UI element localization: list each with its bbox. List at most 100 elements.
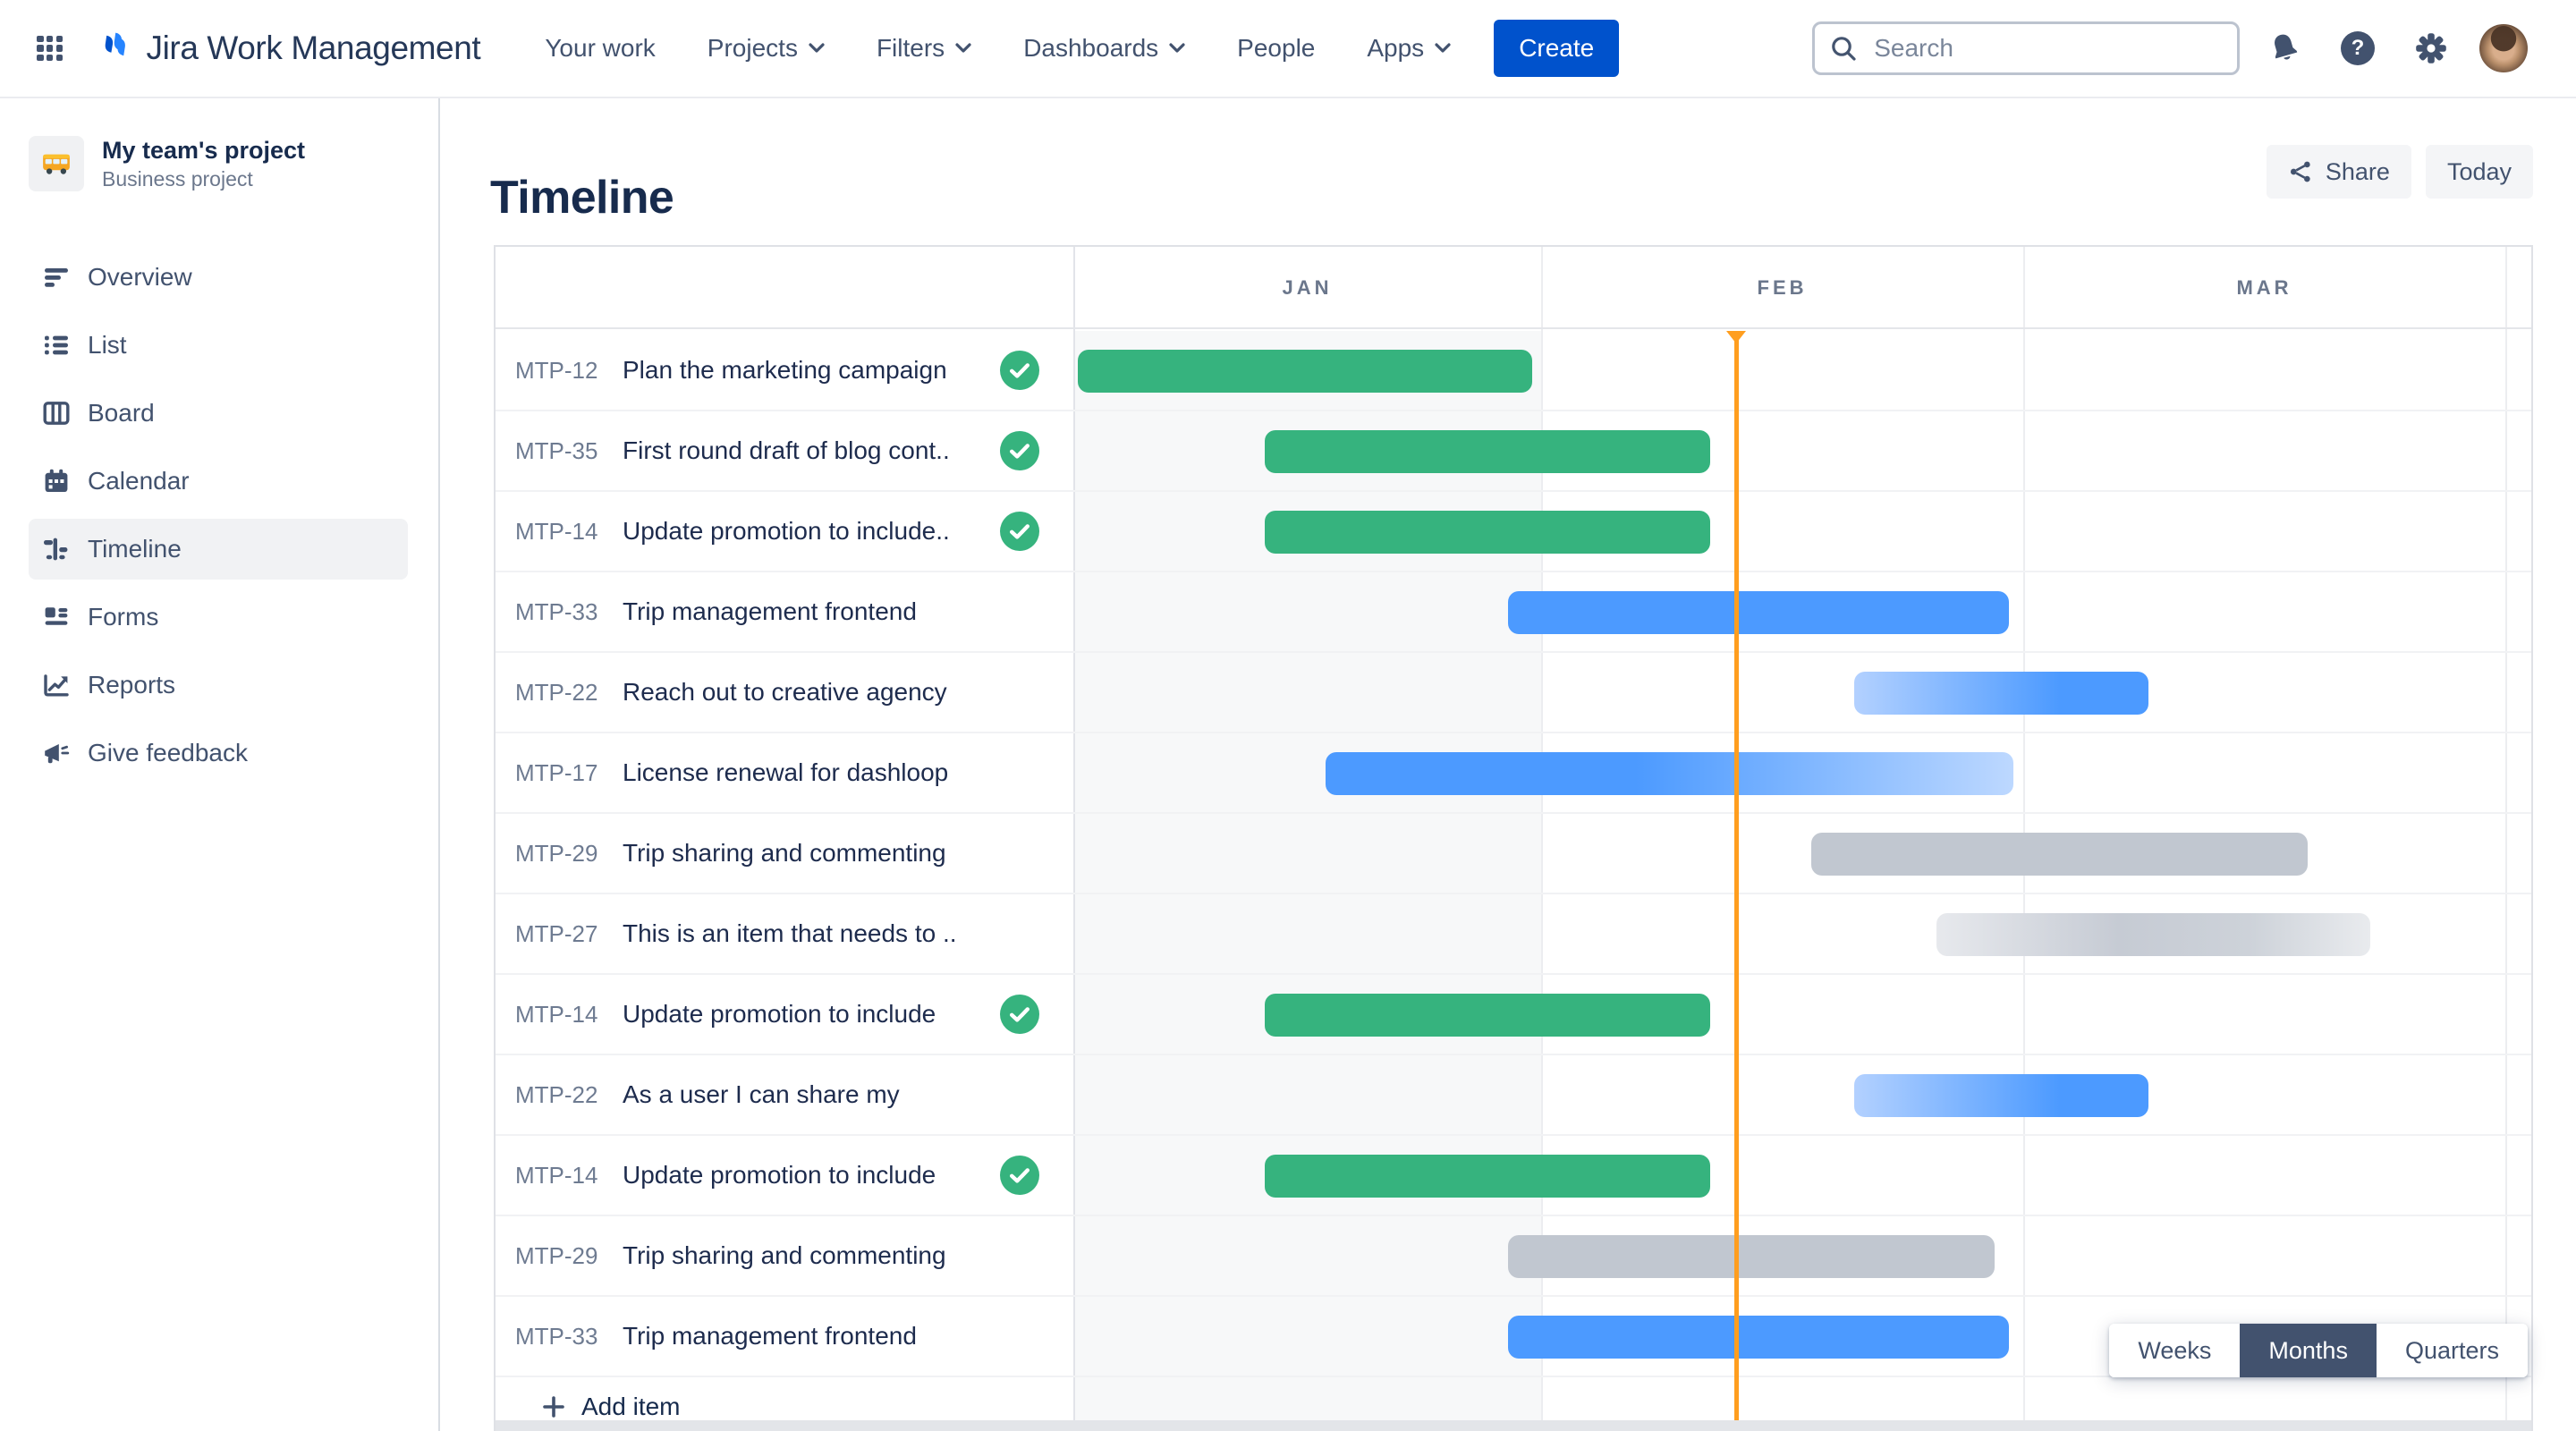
gantt-row-mtp-33-trip-management-frontend[interactable]: MTP-33 Trip management frontend bbox=[496, 572, 2531, 653]
primary-nav: Your work Projects Filters Dashboards People… bbox=[545, 34, 1451, 63]
gantt-row-mtp-14-update-promotion-to-include[interactable]: MTP-14 Update promotion to include.. bbox=[496, 492, 2531, 572]
done-check-icon bbox=[1000, 431, 1039, 470]
jira-logo-icon bbox=[97, 30, 134, 67]
header-actions: Share Today bbox=[2266, 145, 2533, 199]
calendar-icon bbox=[41, 466, 72, 496]
sidebar-item-timeline[interactable]: Timeline bbox=[29, 519, 408, 580]
zoom-option-months[interactable]: Months bbox=[2240, 1324, 2377, 1377]
timeline-zoom-toggle: Weeks Months Quarters bbox=[2109, 1324, 2528, 1377]
app-switcher-icon[interactable] bbox=[27, 25, 73, 72]
issue-title: Trip sharing and commenting bbox=[623, 839, 946, 867]
overview-icon bbox=[41, 262, 72, 292]
help-icon[interactable]: ? bbox=[2334, 25, 2381, 72]
project-header[interactable]: My team's project Business project bbox=[29, 136, 438, 191]
add-item-button[interactable]: Add item bbox=[542, 1393, 681, 1421]
search-input[interactable] bbox=[1870, 32, 2223, 64]
gantt-bar-mtp-29[interactable] bbox=[1810, 833, 2308, 876]
issue-key: MTP-22 bbox=[515, 679, 598, 706]
gantt-row-mtp-12-plan-the-marketing-campaign[interactable]: MTP-12 Plan the marketing campaign bbox=[496, 331, 2531, 411]
gantt-row-mtp-14-update-promotion-to-include[interactable]: MTP-14 Update promotion to include bbox=[496, 1136, 2531, 1216]
today-marker-arrow bbox=[1726, 331, 1746, 343]
gantt-row-mtp-17-license-renewal-for-dashloop[interactable]: MTP-17 License renewal for dashloop bbox=[496, 733, 2531, 814]
product-name: Jira Work Management bbox=[146, 30, 481, 66]
gantt-bar-mtp-29[interactable] bbox=[1508, 1235, 1995, 1278]
issue-key: MTP-14 bbox=[515, 1162, 598, 1189]
nav-item-your-work[interactable]: Your work bbox=[545, 34, 656, 62]
user-avatar[interactable] bbox=[2479, 24, 2528, 72]
gantt-bar-mtp-17[interactable] bbox=[1326, 752, 2014, 795]
settings-gear-icon[interactable] bbox=[2408, 25, 2454, 72]
issue-key: MTP-29 bbox=[515, 1242, 598, 1269]
gantt-row-mtp-22-reach-out-to-creative-agency[interactable]: MTP-22 Reach out to creative agency bbox=[496, 653, 2531, 733]
issue-title: Reach out to creative agency bbox=[623, 678, 947, 706]
chevron-down-icon bbox=[809, 43, 825, 54]
gantt-row-mtp-29-trip-sharing-and-commenting[interactable]: MTP-29 Trip sharing and commenting bbox=[496, 814, 2531, 894]
gantt-bar-mtp-14[interactable] bbox=[1265, 994, 1710, 1037]
chevron-down-icon bbox=[1435, 43, 1451, 54]
issue-key: MTP-35 bbox=[515, 437, 598, 464]
gantt-bar-mtp-22[interactable] bbox=[1854, 1074, 2149, 1117]
issue-key: MTP-33 bbox=[515, 598, 598, 625]
gantt-bar-mtp-14[interactable] bbox=[1265, 1155, 1710, 1198]
zoom-option-quarters[interactable]: Quarters bbox=[2376, 1324, 2528, 1377]
search-box[interactable] bbox=[1812, 21, 2240, 75]
gantt-bar-mtp-35[interactable] bbox=[1265, 430, 1710, 473]
gantt-bar-mtp-33[interactable] bbox=[1508, 591, 2009, 634]
nav-item-apps[interactable]: Apps bbox=[1367, 34, 1451, 63]
timeline-horizontal-scrollbar[interactable] bbox=[496, 1420, 2531, 1431]
gantt-gridline bbox=[1073, 247, 1075, 1431]
gantt-row-mtp-35-first-round-draft-of-blog-cont[interactable]: MTP-35 First round draft of blog cont.. bbox=[496, 411, 2531, 492]
issue-key: MTP-27 bbox=[515, 920, 598, 947]
gantt-row-mtp-22-as-a-user-i-can-share-my[interactable]: MTP-22 As a user I can share my bbox=[496, 1055, 2531, 1136]
sidebar-item-calendar[interactable]: Calendar bbox=[29, 451, 408, 512]
nav-item-filters[interactable]: Filters bbox=[877, 34, 971, 63]
issue-title: Trip management frontend bbox=[623, 597, 917, 625]
issue-title: As a user I can share my bbox=[623, 1080, 900, 1108]
sidebar-item-forms[interactable]: Forms bbox=[29, 587, 408, 648]
zoom-option-weeks[interactable]: Weeks bbox=[2109, 1324, 2241, 1377]
done-check-icon bbox=[1000, 1156, 1039, 1195]
sidebar-item-reports[interactable]: Reports bbox=[29, 655, 408, 716]
create-button[interactable]: Create bbox=[1494, 20, 1620, 77]
notifications-bell-icon[interactable] bbox=[2261, 25, 2308, 72]
gantt-row-mtp-33-trip-management-frontend[interactable]: MTP-33 Trip management frontend bbox=[496, 1297, 2531, 1377]
gantt-bar-mtp-12[interactable] bbox=[1078, 350, 1532, 393]
today-button[interactable]: Today bbox=[2425, 145, 2533, 199]
reports-icon bbox=[41, 670, 72, 700]
month-header-mar: MAR bbox=[2236, 276, 2292, 299]
chevron-down-icon bbox=[955, 43, 971, 54]
nav-item-people[interactable]: People bbox=[1237, 34, 1316, 62]
forms-icon bbox=[41, 602, 72, 632]
gantt-bar-mtp-33[interactable] bbox=[1508, 1316, 2009, 1359]
nav-item-dashboards[interactable]: Dashboards bbox=[1023, 34, 1185, 63]
today-marker-line bbox=[1733, 331, 1739, 1420]
gantt-bar-mtp-14[interactable] bbox=[1265, 511, 1710, 554]
chevron-down-icon bbox=[1169, 43, 1185, 54]
page-title: Timeline bbox=[490, 171, 674, 224]
issue-key: MTP-17 bbox=[515, 759, 598, 786]
issue-key: MTP-33 bbox=[515, 1323, 598, 1350]
add-item-label: Add item bbox=[581, 1393, 681, 1420]
main-content: Timeline Share Today JAN FEB M bbox=[442, 98, 2576, 1431]
nav-item-projects[interactable]: Projects bbox=[708, 34, 825, 63]
top-navbar: Jira Work Management Your work Projects Fi… bbox=[0, 0, 2576, 98]
gantt-row-mtp-29-trip-sharing-and-commenting[interactable]: MTP-29 Trip sharing and commenting bbox=[496, 1216, 2531, 1297]
sidebar-item-board[interactable]: Board bbox=[29, 383, 408, 444]
done-check-icon bbox=[1000, 512, 1039, 551]
search-icon bbox=[1829, 34, 1858, 63]
issue-title: Update promotion to include bbox=[623, 1000, 936, 1028]
sidebar-item-give-feedback[interactable]: Give feedback bbox=[29, 723, 408, 783]
sidebar-item-list[interactable]: List bbox=[29, 315, 408, 376]
gantt-row-mtp-27-this-is-an-item-that-needs-to[interactable]: MTP-27 This is an item that needs to .. bbox=[496, 894, 2531, 975]
done-check-icon bbox=[1000, 351, 1039, 390]
gantt-row-mtp-14-update-promotion-to-include[interactable]: MTP-14 Update promotion to include bbox=[496, 975, 2531, 1055]
issue-title: Trip management frontend bbox=[623, 1322, 917, 1350]
brand[interactable]: Jira Work Management bbox=[97, 30, 481, 67]
gantt-bar-mtp-27[interactable] bbox=[1936, 913, 2370, 956]
issue-title: Trip sharing and commenting bbox=[623, 1241, 946, 1269]
sidebar-item-overview[interactable]: Overview bbox=[29, 247, 408, 308]
share-button[interactable]: Share bbox=[2266, 145, 2411, 199]
megaphone-icon bbox=[41, 738, 72, 768]
gantt-bar-mtp-22[interactable] bbox=[1854, 672, 2149, 715]
